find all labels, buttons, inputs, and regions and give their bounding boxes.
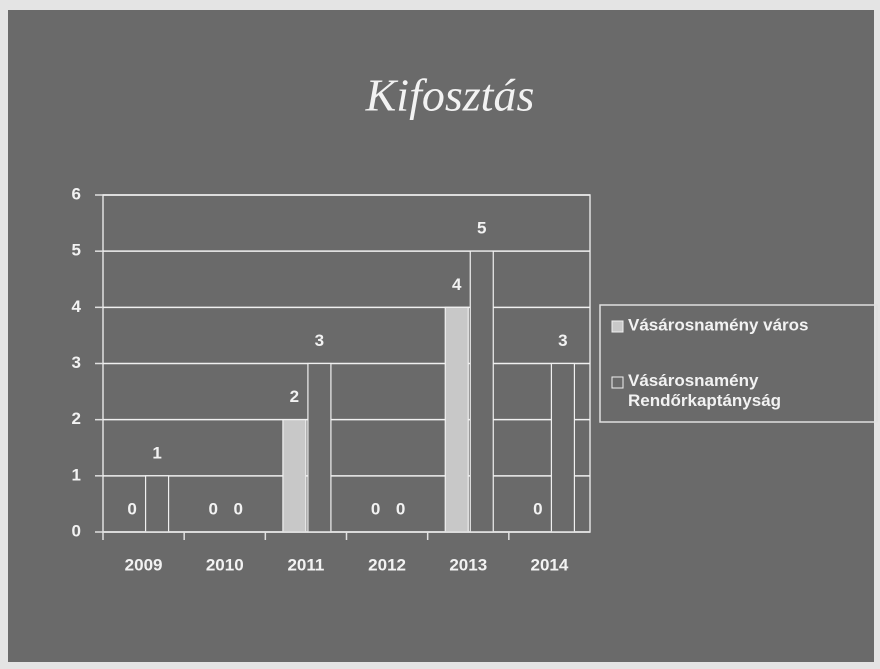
data-label: 0 bbox=[533, 499, 542, 518]
legend-swatch bbox=[611, 320, 624, 333]
y-tick-label: 3 bbox=[72, 353, 81, 372]
data-label: 2 bbox=[290, 387, 299, 406]
data-label: 0 bbox=[127, 499, 136, 518]
x-tick-label: 2014 bbox=[531, 555, 569, 574]
data-label: 0 bbox=[234, 499, 243, 518]
bar bbox=[444, 306, 469, 533]
chart-title: Kifosztás bbox=[365, 70, 535, 121]
x-tick-label: 2009 bbox=[125, 555, 163, 574]
bar bbox=[469, 250, 494, 533]
bar bbox=[282, 419, 307, 533]
y-tick-label: 1 bbox=[72, 465, 81, 484]
data-label: 4 bbox=[452, 275, 462, 294]
data-label: 3 bbox=[315, 331, 324, 350]
y-tick-label: 6 bbox=[72, 184, 81, 203]
data-label: 0 bbox=[396, 499, 405, 518]
data-label: 0 bbox=[209, 499, 218, 518]
x-tick-label: 2013 bbox=[449, 555, 487, 574]
y-tick-label: 4 bbox=[72, 297, 82, 316]
x-tick-label: 2012 bbox=[368, 555, 406, 574]
bar bbox=[550, 362, 576, 533]
data-label: 3 bbox=[558, 331, 567, 350]
data-label: 0 bbox=[371, 499, 380, 518]
legend-label: Vásárosnamény Rendőrkaptányság bbox=[628, 371, 781, 410]
y-tick-label: 5 bbox=[72, 241, 81, 260]
slide-background bbox=[8, 10, 874, 662]
bar bbox=[144, 475, 170, 533]
y-tick-label: 0 bbox=[72, 521, 81, 540]
y-tick-label: 2 bbox=[72, 409, 81, 428]
x-tick-label: 2010 bbox=[206, 555, 244, 574]
legend-box bbox=[599, 304, 878, 423]
x-tick-label: 2011 bbox=[287, 555, 324, 574]
legend-swatch bbox=[611, 376, 624, 389]
data-label: 5 bbox=[477, 219, 486, 238]
bar bbox=[307, 362, 332, 533]
data-label: 1 bbox=[152, 443, 161, 462]
legend-label: Vásárosnamény város bbox=[628, 315, 809, 334]
